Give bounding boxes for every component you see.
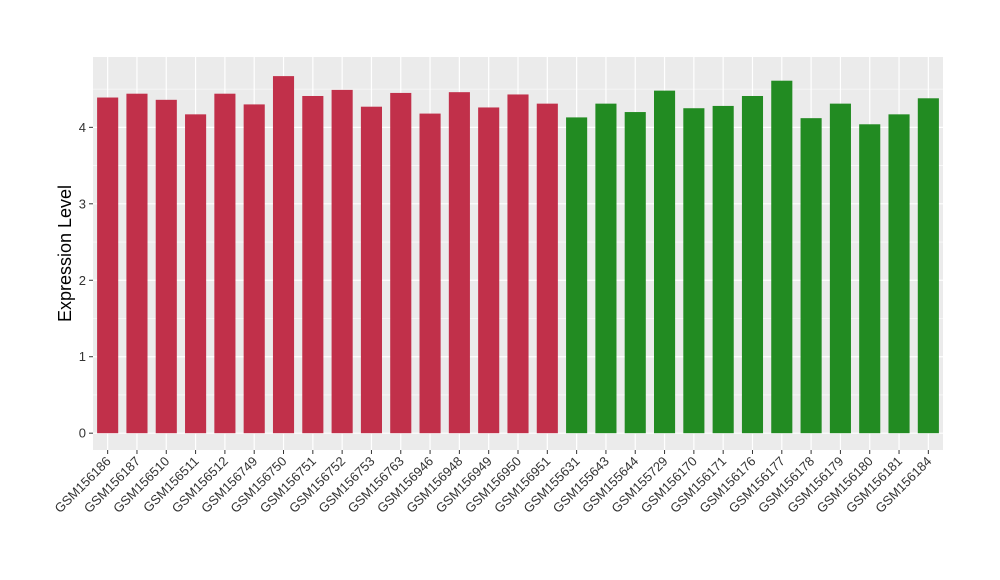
bar-GSM156950 xyxy=(507,94,529,434)
y-tick-label: 2 xyxy=(79,273,86,288)
bar-GSM156179 xyxy=(829,103,851,434)
y-tick-label: 4 xyxy=(79,120,86,135)
bar-GSM155729 xyxy=(654,90,676,434)
bar-GSM156948 xyxy=(448,92,470,434)
bar-GSM156951 xyxy=(536,103,558,434)
bar-GSM156510 xyxy=(155,99,177,434)
bar-GSM156763 xyxy=(390,92,412,434)
bar-GSM156177 xyxy=(771,80,793,434)
bar-GSM155643 xyxy=(595,103,617,434)
bar-GSM156184 xyxy=(917,98,939,434)
bar-GSM156181 xyxy=(888,114,910,434)
x-axis: GSM156186GSM156187GSM156510GSM156511GSM1… xyxy=(52,450,934,516)
bar-GSM156750 xyxy=(272,76,295,434)
y-tick-label: 0 xyxy=(79,426,86,441)
bar-GSM156187 xyxy=(126,93,148,434)
bar-GSM155644 xyxy=(624,112,646,434)
bar-GSM156176 xyxy=(741,95,764,434)
bar-GSM156178 xyxy=(800,118,822,434)
bar-GSM156753 xyxy=(360,106,382,434)
bar-GSM156511 xyxy=(185,114,207,434)
bar-GSM156751 xyxy=(302,95,324,434)
bar-GSM155631 xyxy=(566,117,588,434)
bar-GSM156186 xyxy=(97,97,119,434)
bar-GSM156180 xyxy=(859,124,881,434)
y-tick-label: 1 xyxy=(79,349,86,364)
bar-GSM156749 xyxy=(243,104,265,434)
bar-GSM156752 xyxy=(331,89,353,434)
y-axis-title: Expression Level xyxy=(55,185,75,322)
bar-GSM156946 xyxy=(419,113,441,434)
bar-GSM156171 xyxy=(712,105,734,434)
y-tick-label: 3 xyxy=(79,196,86,211)
bar-GSM156170 xyxy=(683,108,705,434)
bar-GSM156949 xyxy=(478,107,500,434)
bars xyxy=(97,76,939,434)
bar-GSM156512 xyxy=(214,93,236,434)
y-axis: 0 1 2 3 4 xyxy=(79,120,93,441)
